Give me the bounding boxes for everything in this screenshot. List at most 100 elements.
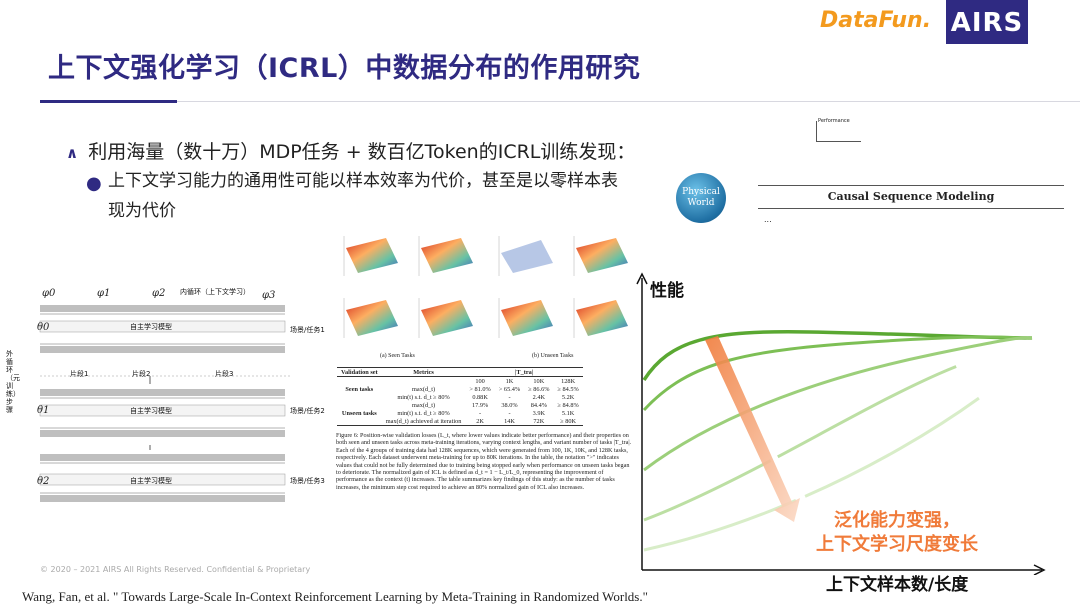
table-cell: ≥ 80K	[560, 417, 577, 425]
table-row: Seen tasks max(d_t) > 81.0% > 65.4% ≥ 86…	[337, 385, 583, 393]
subcaption-seen: (a) Seen Tasks	[380, 353, 415, 359]
table-cell: -	[479, 409, 482, 417]
scene-label-2: 场景/任务2	[290, 407, 325, 415]
airs-logo: AIRS	[946, 0, 1028, 44]
table-cell: > 65.4%	[498, 385, 521, 393]
mini-performance-axis	[816, 121, 861, 142]
table-cell: 3.9K	[532, 409, 546, 417]
bullet-dot-icon: ●	[86, 173, 102, 194]
table-row: min(t) s.t. d_t ≥ 80% 0.88K - 2.4K 5.2K	[337, 393, 583, 401]
table-cell: Unseen tasks	[341, 409, 377, 417]
table-cell: 2K	[476, 417, 484, 425]
mini-performance-label: Performance	[818, 118, 850, 124]
table-cell: max(d_t)	[412, 385, 436, 393]
loss-surface-grid	[343, 236, 628, 338]
table-row: max(d_t) 17.9% 38.0% 84.4% ≥ 84.8%	[337, 401, 583, 409]
curve-3	[643, 336, 1033, 472]
outer-loop-label: 外循环（元训练）步骤	[6, 350, 20, 414]
x-axis-arrow-icon	[1033, 564, 1046, 575]
datafun-logo: DataFun.	[820, 8, 932, 33]
performance-curves-chart	[636, 272, 1046, 575]
table-cell: 0.88K	[472, 393, 488, 401]
table-cell: Seen tasks	[345, 385, 374, 393]
table-cell	[337, 401, 382, 409]
ellipsis-label: ...	[764, 215, 772, 224]
phi-3: φ3	[262, 290, 276, 301]
table-cell: 1K	[505, 377, 514, 385]
table-cell: min(t) s.t. d_t ≥ 80%	[397, 393, 450, 401]
theta-2: θ2	[37, 476, 50, 487]
trend-arrow-icon	[705, 336, 800, 522]
page-title: 上下文强化学习（ICRL）中数据分布的作用研究	[48, 53, 641, 84]
table-cell: 17.9%	[471, 401, 489, 409]
table-header-row: Validation set Metrics |T_tra|	[337, 368, 583, 377]
curve-5	[643, 337, 1041, 552]
table-cell: 10K	[533, 377, 545, 385]
table-cell: ≥ 86.6%	[528, 385, 550, 393]
table-cell: ≥ 84.8%	[557, 401, 579, 409]
bullet-level2-line2: 现为代价	[108, 201, 176, 221]
title-divider	[177, 101, 1080, 102]
table-cell: 2.4K	[532, 393, 546, 401]
table-cell: max(d_t) achieved at iteration	[385, 417, 462, 425]
copyright-text: © 2020 – 2021 AIRS All Rights Reserved. …	[40, 565, 311, 574]
curve-4	[643, 336, 1033, 522]
table-cell: 14K	[504, 417, 515, 425]
y-axis-label: 性能	[650, 281, 684, 301]
y-axis-arrow-icon	[636, 272, 648, 285]
surface-row-1	[346, 238, 628, 273]
table-cell: 5.2K	[561, 393, 575, 401]
table-header-cell: Metrics	[413, 368, 434, 376]
theta-0: θ0	[37, 322, 50, 333]
table-cell	[337, 417, 382, 426]
table-cell: 5.1K	[561, 409, 575, 417]
theta-1: θ1	[37, 405, 50, 416]
annotation-line2: 上下文学习尺度变长	[816, 534, 978, 555]
world-label: Physical World	[682, 187, 720, 208]
caret-icon: ∧	[66, 144, 79, 162]
table-row: Unseen tasks min(t) s.t. d_t ≥ 80% - - 3…	[337, 409, 583, 417]
model-label-2: 自主学习模型	[130, 407, 172, 415]
table-cell: -	[508, 393, 511, 401]
phi-1: φ1	[97, 288, 111, 299]
table-cell: 84.4%	[530, 401, 547, 409]
annotation-line1: 泛化能力变强，	[834, 510, 960, 531]
results-table: Validation set Metrics |T_tra| 100 1K 10…	[337, 367, 583, 426]
table-row: max(d_t) achieved at iteration 2K 14K 72…	[337, 417, 583, 426]
citation-text: Wang, Fan, et al. " Towards Large-Scale …	[22, 589, 648, 604]
bullet-level1-text: 利用海量（数十万）MDP任务 + 数百亿Token的ICRL训练发现：	[88, 141, 636, 163]
bullet-level2: ● 上下文学习能力的通用性可能以样本效率为代价，甚至是以零样本表 现为代价	[86, 166, 656, 226]
bullet-level2-line1: 上下文学习能力的通用性可能以样本效率为代价，甚至是以零样本表	[108, 171, 618, 191]
curve-2	[642, 335, 1033, 412]
table-cell: > 81.0%	[469, 385, 491, 393]
causal-sequence-modeling-label: Causal Sequence Modeling	[827, 190, 995, 203]
table-cell: min(t) s.t. d_t ≥ 80%	[397, 409, 450, 417]
table-cell: 72K	[533, 417, 545, 425]
table-cell: 38.0%	[501, 401, 518, 409]
subcaption-unseen: (b) Unseen Tasks	[532, 353, 574, 359]
table-cell: -	[508, 409, 511, 417]
phi-0: φ0	[42, 288, 56, 299]
segment-label-3: 片段3	[215, 370, 234, 378]
segment-label-2: 片段2	[132, 370, 151, 378]
x-axis-label: 上下文样本数/长度	[826, 575, 969, 595]
segment-label-1: 片段1	[70, 370, 89, 378]
table-row: 100 1K 10K 128K	[337, 377, 583, 386]
table-header-cell: |T_tra|	[515, 368, 534, 376]
phi-2: φ2	[152, 288, 166, 299]
table-cell: 100	[475, 377, 485, 385]
model-label-3: 自主学习模型	[130, 477, 172, 485]
table-cell: max(d_t)	[412, 401, 436, 409]
meta-training-diagram	[39, 305, 290, 502]
annotation-note: 泛化能力变强， 上下文学习尺度变长	[816, 509, 978, 557]
csm-frame	[758, 185, 1064, 209]
table-cell: 128K	[561, 377, 576, 385]
table-cell	[337, 393, 382, 401]
table-cell: ≥ 84.5%	[557, 385, 579, 393]
inner-loop-label: 内循环（上下文学习）	[180, 288, 250, 296]
scene-label-3: 场景/任务3	[290, 477, 325, 485]
curve-1	[642, 330, 1033, 381]
title-underline	[40, 100, 177, 103]
surface-row-2	[346, 300, 628, 336]
model-label-1: 自主学习模型	[130, 323, 172, 331]
